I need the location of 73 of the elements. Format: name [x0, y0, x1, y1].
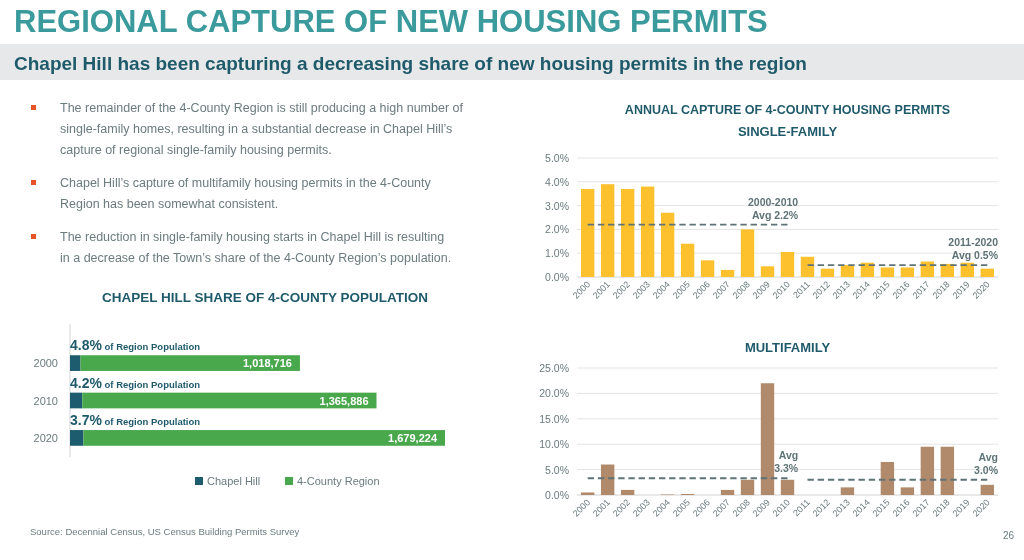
bar — [900, 487, 915, 495]
bar — [780, 479, 795, 495]
text: The reduction in single-family housing starts in Chapel Hill is resulting in a decrease of the Town’s share of the 4-County Region’s population. — [60, 230, 452, 265]
text: Chapel Hill has been capturing a decreasing share of new housing permits in the region — [14, 53, 807, 74]
bar — [70, 355, 81, 371]
annotation: Avg 3.0% — [974, 450, 999, 476]
bar — [620, 489, 635, 495]
bar — [600, 184, 615, 277]
y-tick-label: 15.0% — [539, 412, 569, 425]
bar — [940, 446, 955, 495]
bar — [980, 268, 994, 277]
y-tick-label: 5.0% — [545, 463, 569, 476]
text: The remainder of the 4-County Region is still producing a high number of single-family homes, resulting in a substantial decrease in Chapel Hill’s capture of regional single-family housing permits. — [60, 101, 464, 157]
y-tick-label: 20.0% — [539, 387, 569, 400]
bar — [820, 268, 835, 277]
bar — [70, 392, 83, 409]
y-tick-label: 2010 — [33, 394, 58, 407]
bar — [760, 266, 775, 277]
bar — [581, 492, 595, 495]
chart-title: CHAPEL HILL SHARE OF 4-COUNTY POPULATION — [101, 290, 429, 305]
bar — [640, 186, 655, 277]
annotation: Avg 3.3% — [774, 449, 799, 475]
bar — [80, 355, 300, 371]
source-note: Source: Decennial Census, US Census Building Permits Survey — [30, 526, 300, 537]
bar — [880, 267, 895, 277]
data-label: 1,018,716 — [242, 357, 292, 370]
text: REGIONAL CAPTURE OF NEW HOUSING PERMITS — [14, 4, 768, 39]
data-label: 1,365,886 — [319, 394, 369, 407]
bar — [800, 256, 815, 277]
bar — [840, 265, 855, 277]
y-tick-label: 25.0% — [539, 362, 569, 374]
bar — [980, 484, 994, 495]
y-tick-label: 2.0% — [545, 223, 569, 236]
bar — [660, 212, 675, 277]
annotation: 4.8% of Region Population — [70, 337, 201, 354]
bar — [780, 252, 795, 277]
y-tick-label: 1.0% — [545, 247, 569, 260]
y-tick-label: 0.0% — [545, 489, 569, 501]
y-tick-label: 10.0% — [539, 438, 569, 451]
y-tick-label: 0.0% — [545, 271, 569, 283]
bar — [720, 489, 735, 495]
bar — [740, 479, 755, 495]
bar — [600, 464, 615, 495]
bar — [840, 487, 855, 495]
y-tick-label: 3.0% — [545, 199, 569, 212]
bar — [70, 430, 84, 446]
y-tick-label: 4.0% — [545, 175, 569, 188]
annotation: 2000-2010 Avg 2.2% — [747, 195, 799, 221]
bar — [760, 383, 775, 495]
legend-label: Chapel Hill — [207, 475, 261, 487]
y-tick-label: 5.0% — [545, 152, 569, 164]
annotation: 2011-2020 Avg 0.5% — [948, 236, 999, 262]
legend-label: 4-County Region — [297, 475, 380, 487]
text: 26 — [1002, 530, 1015, 541]
y-tick-label: 2000 — [33, 357, 58, 370]
chart-title: MULTIFAMILY — [744, 340, 831, 355]
bar — [680, 243, 695, 277]
bar — [700, 260, 715, 277]
bar — [880, 461, 895, 495]
bar — [581, 188, 595, 277]
annotation: 3.7% of Region Population — [70, 412, 201, 429]
bar — [920, 446, 935, 495]
annotation: 4.2% of Region Population — [70, 374, 201, 391]
bar — [720, 269, 735, 277]
text: Chapel Hill’s capture of multifamily housing permits in the 4-County Region has been somewhat consistent. — [60, 176, 432, 211]
bar — [83, 430, 445, 446]
chart-subtitle: SINGLE-FAMILY — [737, 124, 838, 139]
data-label: 1,679,224 — [388, 431, 438, 444]
bar — [620, 188, 635, 277]
chart-title: ANNUAL CAPTURE OF 4-COUNTY HOUSING PERMITS — [624, 103, 951, 117]
bar — [900, 267, 915, 277]
y-tick-label: 2020 — [33, 431, 58, 444]
bar — [740, 229, 755, 277]
